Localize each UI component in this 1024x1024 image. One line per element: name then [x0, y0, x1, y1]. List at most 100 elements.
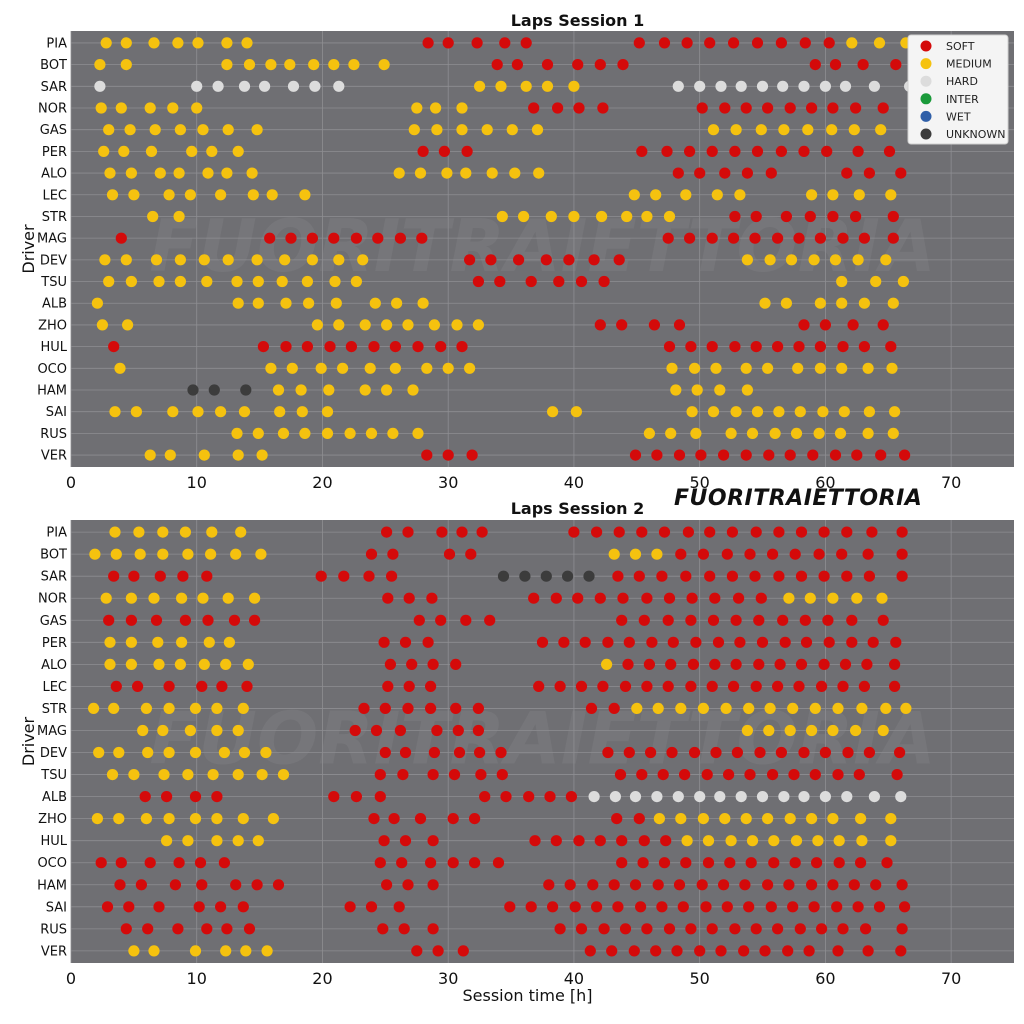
lap-marker	[741, 254, 754, 266]
lap-marker	[841, 791, 853, 803]
lap-marker	[706, 923, 718, 935]
lap-marker	[402, 319, 414, 331]
lap-marker	[583, 570, 595, 582]
y-tick-label: PER	[42, 636, 67, 651]
lap-marker	[798, 791, 810, 803]
y-tick-label: ZHO	[38, 318, 67, 333]
lap-marker	[299, 427, 311, 439]
lap-marker	[606, 945, 618, 957]
lap-marker	[741, 384, 754, 396]
lap-marker	[773, 526, 785, 538]
lap-marker	[172, 37, 184, 49]
y-tick-label: PIA	[46, 526, 67, 541]
lap-marker	[94, 80, 106, 92]
lap-marker	[491, 59, 503, 71]
lap-marker	[881, 857, 893, 869]
lap-marker	[807, 449, 819, 461]
lap-marker	[764, 254, 776, 266]
lap-marker	[140, 813, 152, 825]
lap-marker	[694, 167, 706, 179]
lap-marker	[793, 680, 805, 693]
lap-marker	[359, 319, 371, 331]
lap-marker	[663, 923, 676, 935]
chart-title: Laps Session 1	[511, 11, 645, 30]
lap-marker	[819, 791, 832, 803]
lap-marker	[773, 406, 785, 418]
lap-marker	[215, 901, 227, 913]
lap-marker	[232, 835, 244, 847]
lap-marker	[382, 592, 394, 604]
lap-marker	[750, 210, 762, 223]
lap-marker	[636, 769, 648, 781]
lap-marker	[646, 636, 658, 648]
lap-marker	[575, 923, 588, 935]
lap-marker	[643, 427, 656, 439]
lap-marker	[899, 449, 911, 461]
lap-marker	[237, 813, 249, 825]
lap-marker	[661, 145, 673, 157]
lap-marker	[381, 384, 393, 396]
y-tick-label: ALO	[41, 167, 67, 182]
lap-marker	[137, 724, 149, 737]
lap-marker	[723, 769, 735, 781]
lap-marker	[616, 614, 628, 626]
lap-marker	[238, 80, 251, 92]
lap-marker	[798, 746, 810, 759]
lap-marker	[848, 124, 860, 136]
lap-marker	[685, 680, 697, 693]
lap-marker	[711, 189, 723, 201]
lap-marker	[447, 857, 459, 869]
lap-marker	[174, 658, 186, 671]
lap-marker	[173, 857, 185, 869]
lap-marker	[839, 80, 852, 92]
lap-marker	[114, 879, 126, 891]
lap-marker	[152, 636, 164, 648]
lap-marker	[177, 570, 189, 582]
legend: SOFT MEDIUM HARD INTER WET UNKNOWN	[907, 34, 1009, 145]
lap-marker	[763, 724, 775, 737]
lap-marker	[435, 614, 447, 626]
legend-label-inter: INTER	[946, 93, 979, 106]
x-tick-label: 40	[564, 473, 584, 492]
lap-marker	[564, 879, 576, 891]
lap-marker	[709, 658, 721, 671]
lap-marker	[636, 145, 648, 157]
lap-marker	[728, 680, 740, 693]
lap-marker	[202, 614, 214, 626]
lap-marker	[889, 406, 901, 418]
lap-marker	[645, 746, 657, 759]
lap-marker	[799, 37, 811, 49]
lap-marker	[706, 232, 718, 244]
lap-marker	[118, 145, 130, 157]
lap-marker	[706, 680, 718, 693]
lap-marker	[795, 570, 808, 582]
lap-marker	[425, 857, 437, 869]
lap-marker	[614, 769, 627, 781]
y-tick-label: NOR	[38, 592, 67, 607]
lap-marker	[728, 232, 740, 244]
lap-marker	[730, 406, 742, 418]
x-tick-label: 70	[941, 473, 961, 492]
lap-marker	[806, 102, 818, 114]
lap-marker	[774, 658, 786, 671]
lap-marker	[841, 167, 853, 179]
lap-marker	[663, 592, 676, 604]
lap-marker	[715, 945, 727, 957]
lap-marker	[804, 592, 816, 604]
lap-marker	[243, 923, 256, 935]
lap-marker	[109, 526, 121, 538]
lap-marker	[617, 59, 629, 71]
lap-marker	[684, 232, 696, 244]
lap-marker	[680, 857, 692, 869]
lap-marker	[427, 879, 439, 891]
lap-marker	[186, 145, 198, 157]
lap-marker	[887, 297, 899, 309]
y-tick-label: BOT	[40, 548, 67, 563]
lap-marker	[663, 341, 676, 353]
lap-marker	[641, 680, 653, 693]
lap-marker	[221, 167, 233, 179]
lap-marker	[850, 210, 862, 223]
lap-marker	[113, 813, 125, 825]
lap-marker	[877, 319, 889, 331]
lap-marker	[812, 835, 824, 847]
